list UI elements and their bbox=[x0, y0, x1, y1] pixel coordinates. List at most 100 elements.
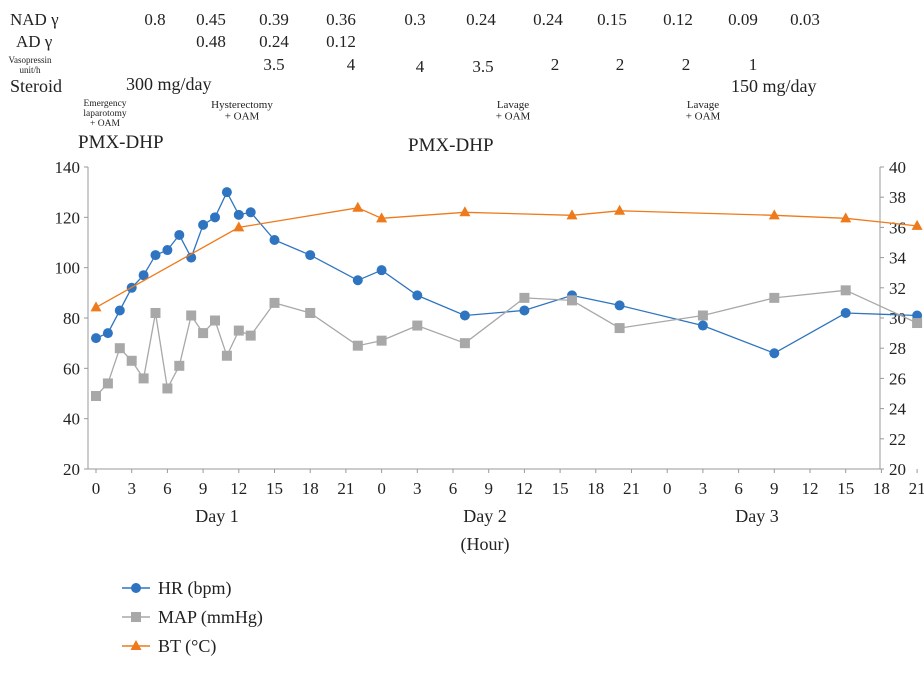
legend-item-hr: HR (bpm) bbox=[122, 578, 232, 599]
data-point bbox=[352, 340, 363, 351]
legend-label: BT (°C) bbox=[158, 636, 216, 657]
right-tick-label: 30 bbox=[889, 309, 906, 328]
data-point bbox=[150, 250, 161, 261]
x-tick-label: 3 bbox=[127, 479, 136, 498]
day-label: Day 3 bbox=[735, 506, 779, 526]
nad-value: 0.39 bbox=[259, 10, 289, 29]
nad-value: 0.24 bbox=[533, 10, 563, 29]
data-point bbox=[567, 295, 577, 306]
nad-value: 0.24 bbox=[466, 10, 496, 29]
left-tick-label: 140 bbox=[55, 158, 81, 177]
data-point bbox=[840, 212, 852, 223]
left-tick-label: 60 bbox=[63, 359, 80, 378]
vasopressin-value: 1 bbox=[749, 55, 758, 74]
x-tick-label: 3 bbox=[413, 479, 422, 498]
right-tick-label: 32 bbox=[889, 279, 906, 298]
x-axis-ticks: 0 3 6 9 12 15 18 21 0 3 6 9 12 15 18 21 0 3 6 9 12 15 18 21 bbox=[92, 469, 924, 498]
data-point bbox=[221, 187, 232, 198]
x-tick-label: 15 bbox=[266, 479, 283, 498]
vasopressin-value: 2 bbox=[551, 55, 560, 74]
data-point bbox=[352, 275, 363, 286]
procedure-label: Lavage + OAM bbox=[686, 99, 721, 123]
right-tick-label: 34 bbox=[889, 249, 907, 268]
x-tick-label: 18 bbox=[587, 479, 604, 498]
series-bt bbox=[90, 201, 923, 312]
ad-value: 0.24 bbox=[259, 32, 289, 51]
procedure-label: Hysterectomy + OAM bbox=[211, 99, 273, 123]
x-tick-label: 12 bbox=[802, 479, 819, 498]
data-point bbox=[614, 323, 625, 334]
data-point bbox=[912, 310, 923, 321]
data-point bbox=[697, 310, 708, 321]
data-point bbox=[566, 209, 578, 220]
data-point bbox=[911, 219, 923, 230]
data-point bbox=[102, 378, 113, 389]
data-point bbox=[138, 270, 149, 281]
day-label: Day 2 bbox=[463, 506, 507, 526]
legend-label: HR (bpm) bbox=[158, 578, 232, 599]
right-tick-label: 28 bbox=[889, 339, 906, 358]
data-point bbox=[519, 305, 530, 316]
vasopressin-value: 4 bbox=[416, 57, 425, 76]
data-point bbox=[519, 292, 530, 303]
steroid-dose: 300 mg/day bbox=[126, 74, 212, 94]
left-tick-label: 20 bbox=[63, 460, 80, 479]
steroid-label: Steroid bbox=[10, 76, 62, 96]
steroid-dose: 150 mg/day bbox=[731, 76, 817, 96]
data-point bbox=[459, 338, 470, 349]
legend-item-bt: BT (°C) bbox=[122, 636, 216, 657]
data-point bbox=[459, 206, 471, 217]
x-tick-label: 15 bbox=[552, 479, 569, 498]
data-point bbox=[768, 209, 780, 220]
right-tick-label: 22 bbox=[889, 430, 906, 449]
data-point bbox=[412, 320, 423, 331]
data-point bbox=[210, 315, 220, 326]
data-point bbox=[150, 307, 161, 318]
vasopressin-value: 2 bbox=[616, 55, 625, 74]
ad-value: 0.48 bbox=[196, 32, 226, 51]
series-map bbox=[91, 285, 923, 402]
x-tick-label: 3 bbox=[699, 479, 708, 498]
data-point bbox=[769, 292, 780, 303]
nad-value: 0.03 bbox=[790, 10, 820, 29]
data-point bbox=[245, 330, 256, 341]
data-point bbox=[840, 285, 851, 296]
right-tick-label: 20 bbox=[889, 460, 906, 479]
legend-label: MAP (mmHg) bbox=[158, 607, 263, 628]
x-tick-label: 6 bbox=[449, 479, 458, 498]
x-tick-label: 9 bbox=[199, 479, 208, 498]
legend: HR (bpm) MAP (mmHg) BT (°C) bbox=[122, 578, 263, 657]
x-tick-label: 6 bbox=[163, 479, 172, 498]
series-line bbox=[95, 289, 918, 397]
x-tick-label: 12 bbox=[516, 479, 533, 498]
data-point bbox=[221, 350, 232, 361]
ad-label: AD γ bbox=[16, 32, 53, 51]
left-tick-label: 40 bbox=[63, 410, 80, 429]
x-tick-label: 21 bbox=[337, 479, 354, 498]
data-point bbox=[376, 265, 387, 276]
procedure-label: Lavage + OAM bbox=[496, 99, 531, 123]
vasopressin-value: 3.5 bbox=[472, 57, 493, 76]
x-tick-label: 18 bbox=[873, 479, 890, 498]
x-tick-label: 21 bbox=[909, 479, 924, 498]
data-point bbox=[90, 301, 102, 312]
data-point bbox=[233, 325, 244, 336]
nad-value: 0.3 bbox=[404, 10, 425, 29]
x-tick-label: 12 bbox=[230, 479, 247, 498]
x-tick-label: 6 bbox=[734, 479, 743, 498]
data-point bbox=[769, 348, 780, 359]
data-point bbox=[412, 290, 423, 301]
left-tick-label: 120 bbox=[55, 208, 81, 227]
data-point bbox=[269, 234, 280, 245]
data-point bbox=[210, 212, 220, 223]
x-tick-label: 9 bbox=[770, 479, 779, 498]
x-tick-label: 0 bbox=[377, 479, 386, 498]
data-point bbox=[186, 310, 197, 321]
left-tick-label: 80 bbox=[63, 309, 80, 328]
data-point bbox=[91, 391, 101, 402]
data-point bbox=[305, 250, 316, 261]
legend-marker-circle bbox=[131, 583, 141, 593]
left-tick-label: 100 bbox=[55, 259, 81, 278]
series-layer bbox=[90, 187, 923, 402]
